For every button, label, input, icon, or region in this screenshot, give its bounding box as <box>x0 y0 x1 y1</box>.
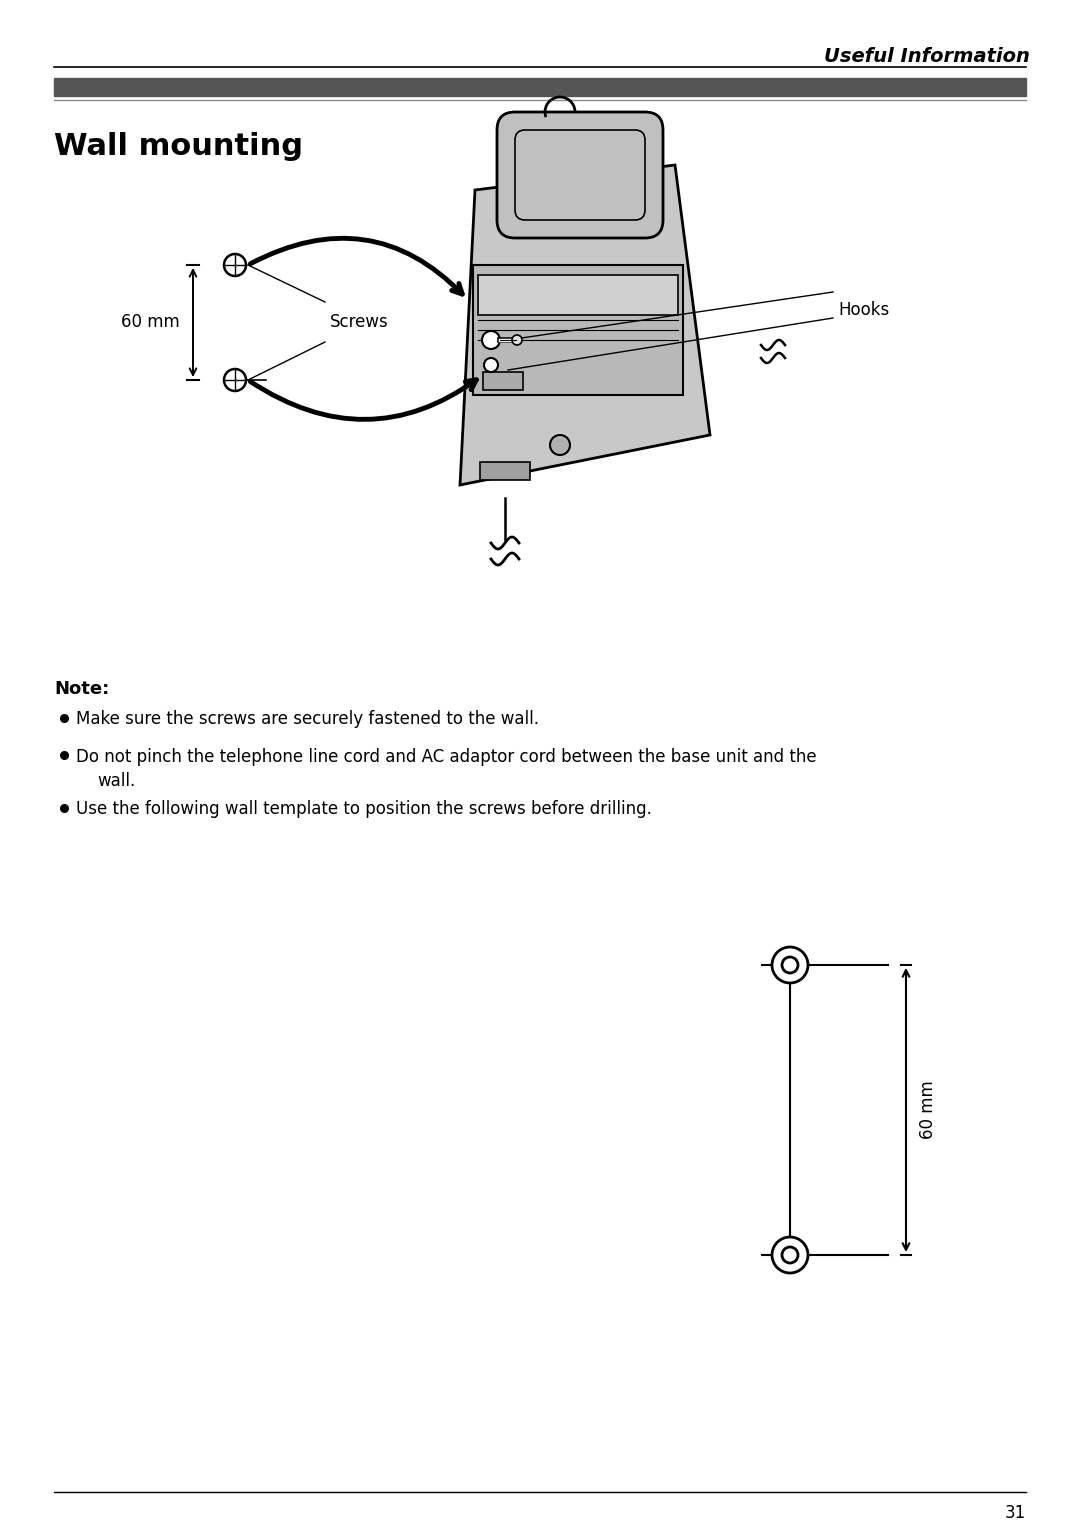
Bar <box>473 264 683 396</box>
Circle shape <box>224 254 246 277</box>
Circle shape <box>772 1238 808 1273</box>
Text: Useful Information: Useful Information <box>824 47 1030 66</box>
Bar <box>478 275 678 315</box>
Circle shape <box>782 957 798 973</box>
Text: Do not pinch the telephone line cord and AC adaptor cord between the base unit a: Do not pinch the telephone line cord and… <box>76 749 816 766</box>
Text: 31: 31 <box>1004 1504 1026 1522</box>
Circle shape <box>484 358 498 371</box>
Text: Make sure the screws are securely fastened to the wall.: Make sure the screws are securely fasten… <box>76 711 539 727</box>
Circle shape <box>550 435 570 455</box>
Bar <box>480 461 530 480</box>
FancyBboxPatch shape <box>497 112 663 238</box>
Bar <box>54 78 1026 96</box>
Circle shape <box>482 332 500 348</box>
Text: Wall mounting: Wall mounting <box>54 131 303 160</box>
Circle shape <box>772 947 808 983</box>
Text: 60 mm: 60 mm <box>121 313 179 332</box>
Polygon shape <box>460 165 710 484</box>
Text: Hooks: Hooks <box>838 301 889 319</box>
Circle shape <box>512 335 522 345</box>
Text: wall.: wall. <box>97 772 135 790</box>
Circle shape <box>782 1247 798 1264</box>
Circle shape <box>224 368 246 391</box>
Text: Note:: Note: <box>54 680 109 698</box>
Text: Screws: Screws <box>330 313 389 332</box>
Text: Use the following wall template to position the screws before drilling.: Use the following wall template to posit… <box>76 801 652 817</box>
Bar <box>483 371 523 390</box>
Text: 60 mm: 60 mm <box>919 1080 937 1140</box>
